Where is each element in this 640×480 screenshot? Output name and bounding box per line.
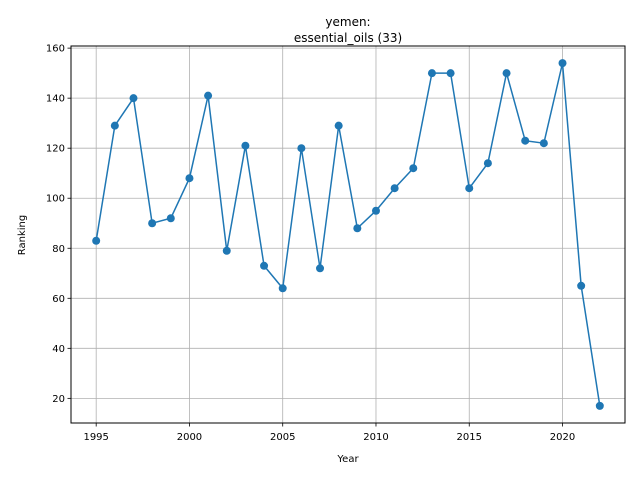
data-point bbox=[390, 184, 399, 193]
series-line bbox=[95, 62, 601, 406]
data-point bbox=[521, 136, 530, 145]
y-axis-ticks: 20 40 60 80 100 120 140 160 bbox=[46, 44, 71, 405]
y-tick-label: 60 bbox=[52, 294, 65, 305]
data-point bbox=[427, 69, 436, 78]
data-point bbox=[316, 264, 325, 273]
chart-title-line2: essential_oils (33) bbox=[294, 31, 402, 45]
data-point bbox=[241, 141, 250, 150]
x-tick-label: 1995 bbox=[83, 432, 108, 443]
x-tick-label: 2000 bbox=[177, 432, 202, 443]
data-point bbox=[297, 144, 306, 153]
data-point bbox=[371, 206, 380, 215]
data-point bbox=[185, 174, 194, 183]
y-tick-label: 100 bbox=[46, 194, 65, 205]
y-tick-label: 160 bbox=[46, 44, 65, 55]
data-point bbox=[502, 69, 511, 78]
y-tick-label: 120 bbox=[46, 144, 65, 155]
data-point bbox=[204, 91, 213, 100]
data-point bbox=[577, 281, 586, 290]
data-point bbox=[278, 284, 287, 293]
data-series bbox=[92, 59, 604, 410]
data-point bbox=[110, 121, 119, 130]
y-axis-label: Ranking bbox=[17, 215, 28, 255]
x-axis-label: Year bbox=[336, 454, 359, 465]
data-point bbox=[558, 59, 567, 68]
data-point bbox=[483, 159, 492, 168]
plot-frame bbox=[70, 45, 626, 424]
grid-lines bbox=[71, 46, 625, 423]
data-point bbox=[446, 69, 455, 78]
data-point bbox=[353, 224, 362, 233]
x-tick-label: 2015 bbox=[457, 432, 482, 443]
y-tick-label: 140 bbox=[46, 94, 65, 105]
data-point bbox=[129, 94, 138, 103]
y-tick-label: 40 bbox=[52, 344, 65, 355]
x-axis-ticks: 1995 2000 2005 2010 2015 2020 bbox=[83, 423, 575, 443]
data-point bbox=[148, 219, 157, 228]
data-point bbox=[166, 214, 175, 223]
data-point bbox=[92, 236, 101, 245]
y-tick-label: 20 bbox=[52, 394, 65, 405]
x-tick-label: 2010 bbox=[363, 432, 388, 443]
data-point bbox=[539, 139, 548, 148]
chart-title-line1: yemen: bbox=[325, 15, 370, 29]
data-point bbox=[465, 184, 474, 193]
data-point bbox=[334, 121, 343, 130]
data-point bbox=[260, 261, 269, 270]
data-point bbox=[409, 164, 418, 173]
data-point bbox=[222, 246, 231, 255]
y-tick-label: 80 bbox=[52, 244, 65, 255]
x-tick-label: 2005 bbox=[270, 432, 295, 443]
x-tick-label: 2020 bbox=[550, 432, 575, 443]
data-point bbox=[595, 401, 604, 410]
